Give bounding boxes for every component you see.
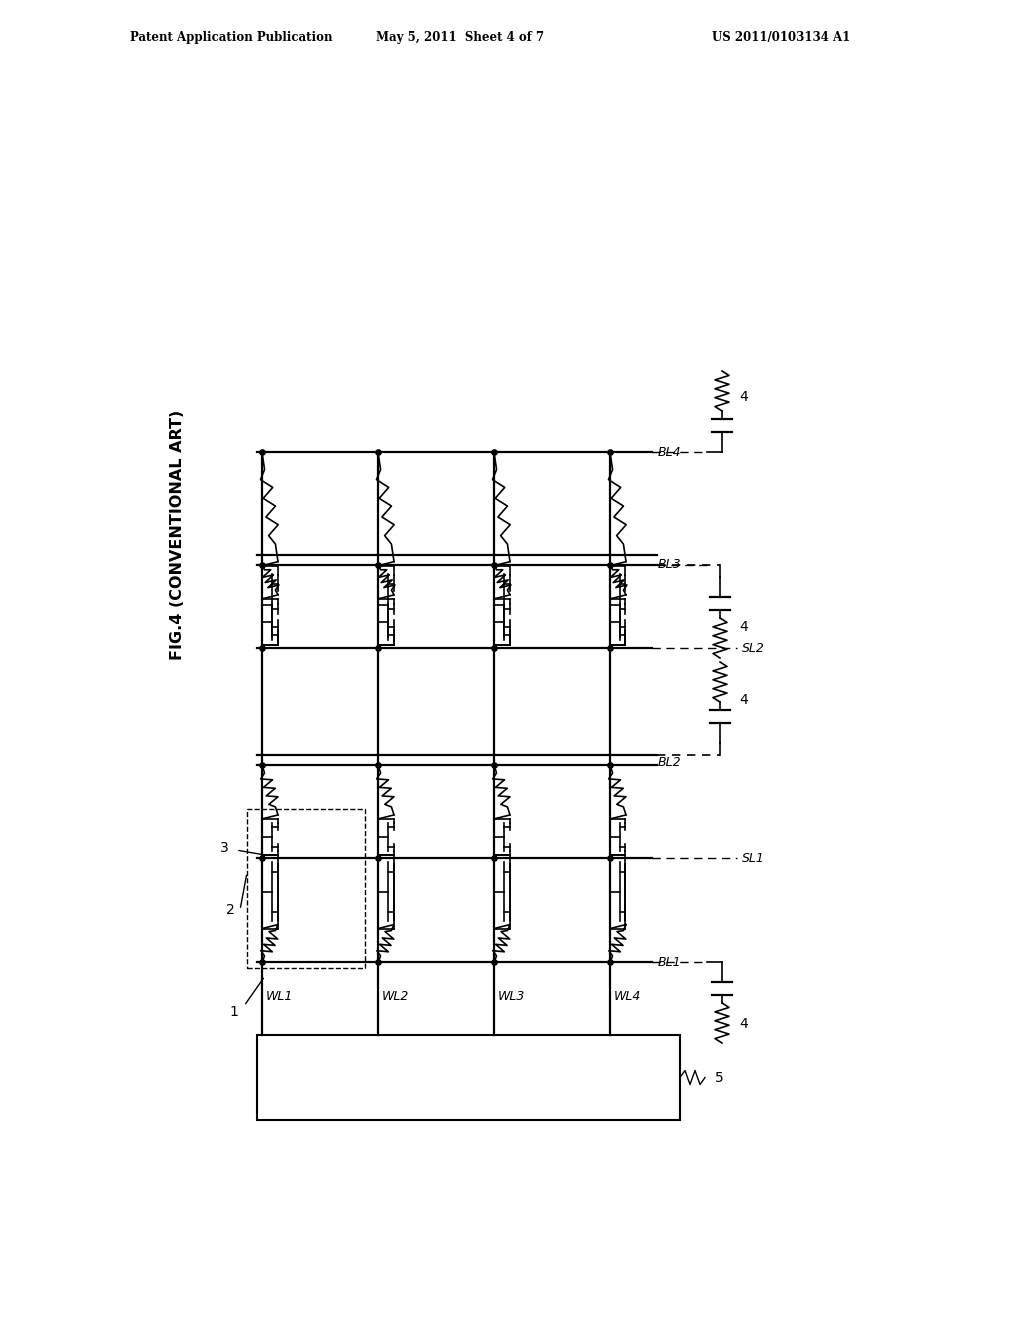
Text: WL2: WL2	[382, 990, 410, 1003]
Text: 4: 4	[739, 389, 749, 404]
Text: BL4: BL4	[658, 446, 682, 458]
Text: 1: 1	[229, 1005, 239, 1019]
Text: 4: 4	[739, 1016, 749, 1031]
Text: Patent Application Publication: Patent Application Publication	[130, 32, 333, 45]
Text: WL1: WL1	[266, 990, 293, 1003]
Text: 2: 2	[225, 903, 234, 917]
Text: 5: 5	[715, 1071, 724, 1085]
Text: SL1: SL1	[742, 851, 765, 865]
Text: SL2: SL2	[742, 642, 765, 655]
Text: US 2011/0103134 A1: US 2011/0103134 A1	[712, 32, 850, 45]
Text: WL4: WL4	[614, 990, 641, 1003]
Text: 4: 4	[739, 693, 749, 708]
Text: BL3: BL3	[658, 558, 682, 572]
Text: WL3: WL3	[498, 990, 525, 1003]
Text: BL1: BL1	[658, 956, 682, 969]
Text: FIG.4 (CONVENTIONAL ART): FIG.4 (CONVENTIONAL ART)	[171, 411, 185, 660]
Text: May 5, 2011  Sheet 4 of 7: May 5, 2011 Sheet 4 of 7	[376, 32, 544, 45]
Text: 4: 4	[739, 620, 749, 634]
Text: BL2: BL2	[658, 755, 682, 768]
Text: 3: 3	[219, 841, 228, 855]
